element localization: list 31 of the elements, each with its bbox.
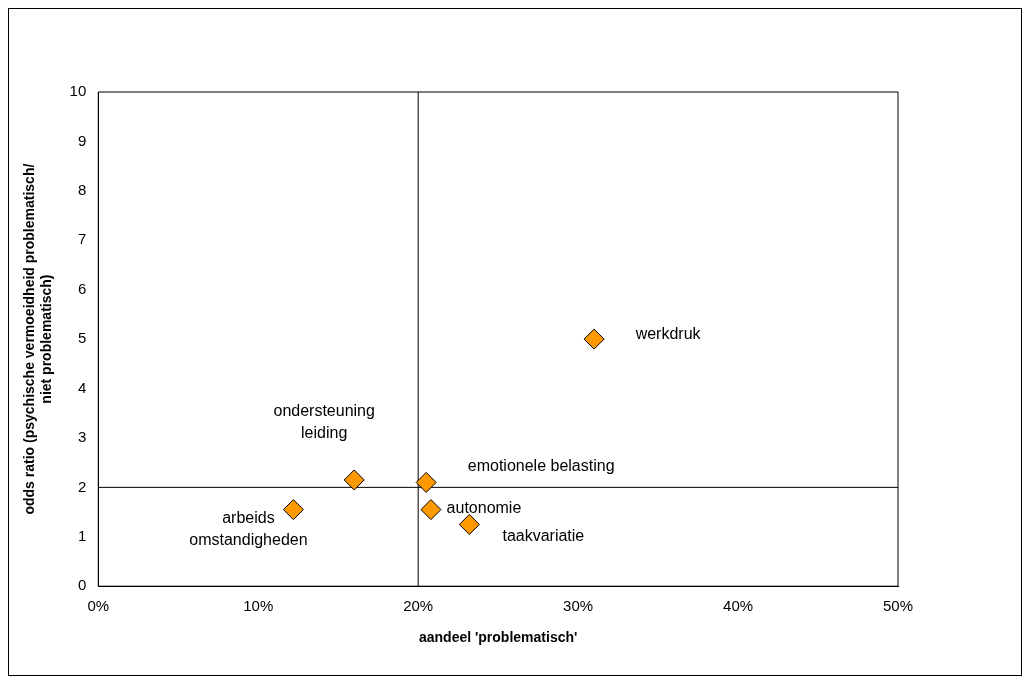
y-tick-label: 3 — [77, 428, 87, 446]
annotation: ondersteuning leiding — [273, 402, 375, 442]
x-tick-label: 30% — [563, 597, 594, 615]
annotation: werkdruk — [634, 324, 702, 342]
y-tick-label: 0 — [77, 576, 87, 594]
annotation: taakvariatie — [502, 526, 585, 544]
x-tick-label: 10% — [243, 597, 274, 615]
x-tick-label: 0% — [87, 597, 110, 615]
annotation: arbeids omstandigheden — [189, 509, 308, 549]
point — [343, 469, 365, 491]
y-tick-label: 5 — [77, 329, 87, 347]
y-tick-label: 6 — [77, 279, 87, 297]
x-tick-label: 20% — [403, 597, 434, 615]
x-axis-title: aandeel 'problematisch' — [418, 629, 578, 646]
y-tick-label: 10 — [69, 82, 87, 100]
y-tick-label: 8 — [77, 180, 87, 198]
y-tick-label: 2 — [77, 477, 87, 495]
point — [420, 499, 442, 521]
annotation: autonomie — [446, 499, 522, 517]
y-axis-title: odds ratio (psychische vermoeidheid problematisch/ niet problematisch) — [21, 163, 55, 515]
y-tick-label: 9 — [77, 131, 87, 149]
point — [458, 513, 480, 535]
point — [282, 499, 304, 521]
x-tick-label: 40% — [723, 597, 754, 615]
annotation: emotionele belasting — [467, 456, 615, 474]
y-tick-label: 4 — [77, 378, 87, 396]
x-tick-label: 50% — [882, 597, 914, 615]
y-tick-label: 1 — [77, 526, 87, 544]
point — [415, 471, 437, 493]
point — [583, 328, 605, 350]
y-tick-label: 7 — [77, 230, 87, 248]
